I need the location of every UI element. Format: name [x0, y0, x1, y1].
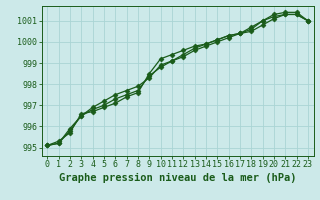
X-axis label: Graphe pression niveau de la mer (hPa): Graphe pression niveau de la mer (hPa)	[59, 173, 296, 183]
